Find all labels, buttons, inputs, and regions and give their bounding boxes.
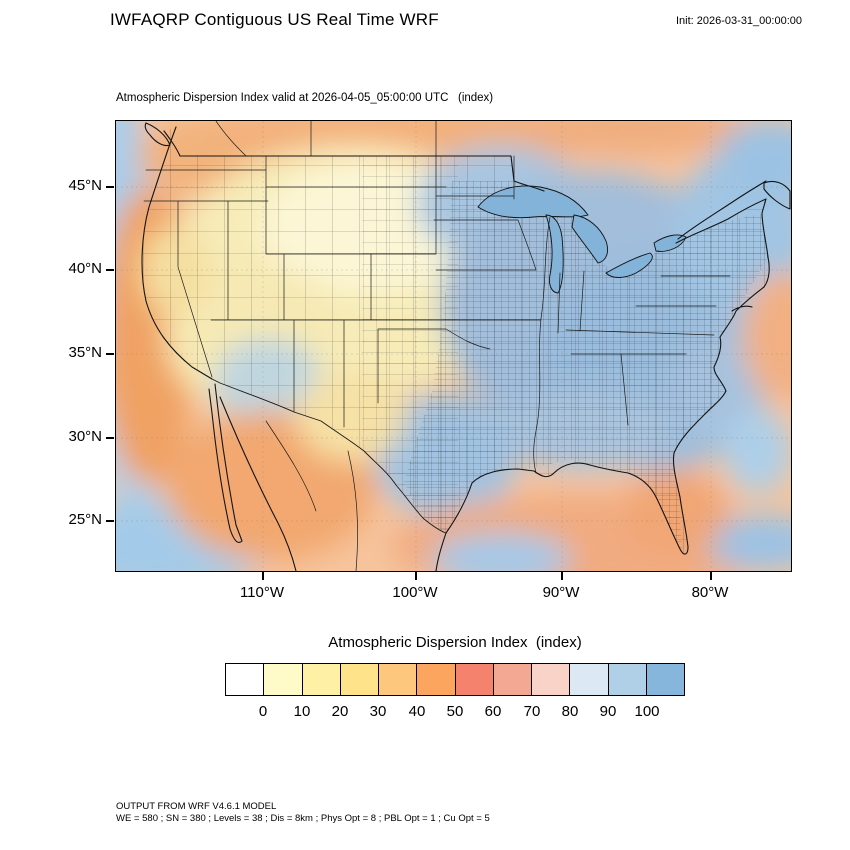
x-axis-label: 110°W — [239, 584, 285, 601]
colorbar-cell — [645, 663, 685, 696]
legend-tick-label: 100 — [634, 703, 660, 720]
us-map-canvas — [116, 121, 791, 571]
colorbar-cell — [492, 663, 532, 696]
y-axis-tick — [106, 437, 114, 439]
y-axis-tick — [106, 269, 114, 271]
legend-tick-label: 50 — [446, 703, 464, 720]
x-axis-label: 100°W — [392, 584, 438, 601]
x-axis-tick — [415, 572, 417, 580]
y-axis-label: 30°N — [68, 428, 102, 445]
x-axis-label: 90°W — [542, 584, 580, 601]
colorbar-cell — [531, 663, 571, 696]
x-axis-tick — [710, 572, 712, 580]
legend-tick-label: 20 — [331, 703, 349, 720]
y-axis-tick — [106, 353, 114, 355]
colorbar-cell — [301, 663, 341, 696]
legend-tick-label: 90 — [599, 703, 617, 720]
x-axis-tick — [561, 572, 563, 580]
colorbar-cell — [569, 663, 609, 696]
plot-title: IWFAQRP Contiguous US Real Time WRF — [110, 10, 439, 29]
y-axis-label: 35°N — [68, 344, 102, 361]
x-axis-label: 80°W — [691, 584, 729, 601]
legend-title: Atmospheric Dispersion Index (index) — [328, 634, 582, 651]
model-output-line: OUTPUT FROM WRF V4.6.1 MODEL — [116, 801, 277, 812]
y-axis-label: 25°N — [68, 511, 102, 528]
colorbar-cell — [454, 663, 494, 696]
legend-tick-label: 40 — [408, 703, 426, 720]
colorbar-cell — [378, 663, 418, 696]
colorbar-cell — [339, 663, 379, 696]
model-config-line: WE = 580 ; SN = 380 ; Levels = 38 ; Dis … — [116, 813, 490, 824]
valid-time-subtitle: Atmospheric Dispersion Index valid at 20… — [116, 92, 494, 104]
y-axis-label: 40°N — [68, 260, 102, 277]
map-frame — [106, 120, 792, 580]
legend-tick-label: 60 — [484, 703, 502, 720]
colorbar-cell — [607, 663, 647, 696]
x-axis-tick — [262, 572, 264, 580]
y-axis-tick — [106, 186, 114, 188]
legend-tick-label: 70 — [523, 703, 541, 720]
colorbar-cell — [263, 663, 303, 696]
init-time-label: Init: 2026-03-31_00:00:00 — [676, 15, 802, 27]
legend-tick-label: 0 — [258, 703, 268, 720]
y-axis-label: 45°N — [68, 177, 102, 194]
colorbar — [225, 663, 685, 696]
y-axis-tick — [106, 520, 114, 522]
legend-tick-label: 80 — [561, 703, 579, 720]
legend-tick-label: 10 — [293, 703, 311, 720]
colorbar-cell — [416, 663, 456, 696]
colorbar-cell — [225, 663, 265, 696]
legend-tick-label: 30 — [369, 703, 387, 720]
